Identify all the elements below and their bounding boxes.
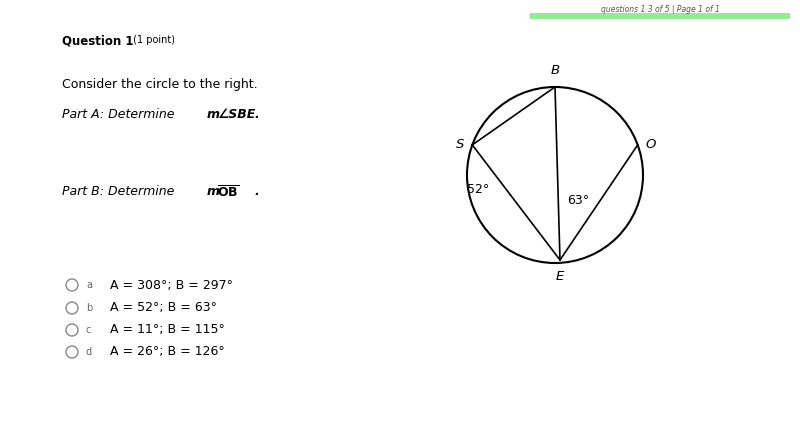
Circle shape bbox=[66, 279, 78, 291]
Text: E: E bbox=[556, 270, 564, 283]
Text: S: S bbox=[456, 138, 464, 151]
Text: $\mathbf{\overline{OB}}$: $\mathbf{\overline{OB}}$ bbox=[217, 185, 239, 201]
Text: .: . bbox=[254, 185, 258, 198]
Text: Consider the circle to the right.: Consider the circle to the right. bbox=[62, 78, 258, 91]
Text: Part A: Determine: Part A: Determine bbox=[62, 108, 178, 121]
Bar bbox=[530, 13, 790, 19]
Text: ∠SBE: ∠SBE bbox=[217, 108, 255, 121]
Text: c: c bbox=[86, 325, 91, 335]
Circle shape bbox=[66, 346, 78, 358]
Text: .: . bbox=[254, 108, 258, 121]
Text: questions 1 3 of 5 | Page 1 of 1: questions 1 3 of 5 | Page 1 of 1 bbox=[601, 5, 719, 14]
Text: m: m bbox=[207, 108, 220, 121]
Text: (1 point): (1 point) bbox=[130, 35, 175, 45]
Text: 63°: 63° bbox=[567, 193, 589, 206]
Text: O: O bbox=[646, 138, 656, 151]
Text: d: d bbox=[86, 347, 92, 357]
Circle shape bbox=[66, 302, 78, 314]
Text: B: B bbox=[550, 64, 559, 77]
Circle shape bbox=[66, 324, 78, 336]
Text: A = 52°; B = 63°: A = 52°; B = 63° bbox=[110, 302, 217, 314]
Text: a: a bbox=[86, 280, 92, 290]
Text: m: m bbox=[207, 185, 220, 198]
Text: Question 1: Question 1 bbox=[62, 35, 134, 48]
Text: 52°: 52° bbox=[467, 183, 490, 196]
Text: Part B: Determine: Part B: Determine bbox=[62, 185, 178, 198]
Text: A = 26°; B = 126°: A = 26°; B = 126° bbox=[110, 346, 225, 359]
Text: A = 308°; B = 297°: A = 308°; B = 297° bbox=[110, 278, 233, 291]
Text: b: b bbox=[86, 303, 92, 313]
Text: A = 11°; B = 115°: A = 11°; B = 115° bbox=[110, 324, 225, 337]
